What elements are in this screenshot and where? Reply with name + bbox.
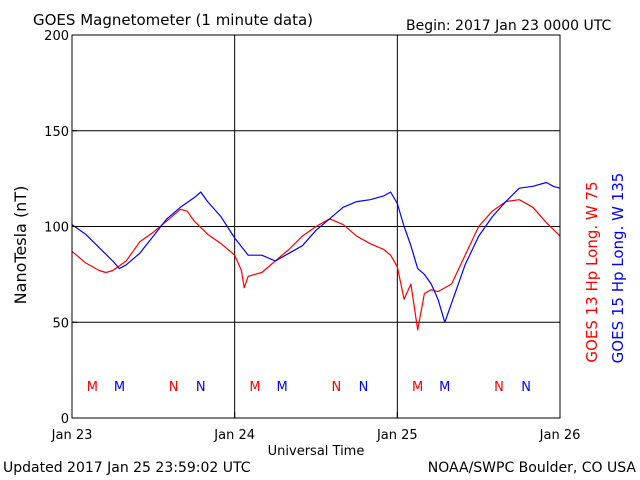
- credit-footer: NOAA/SWPC Boulder, CO USA: [428, 460, 637, 476]
- begin-label: Begin: 2017 Jan 23 0000 UTC: [406, 18, 611, 34]
- x-axis-ticks: Jan 23 Jan 24 Jan 25 Jan 26: [51, 412, 581, 443]
- y-tick-label: 0: [61, 412, 69, 427]
- noon-marker: N: [196, 380, 206, 395]
- midnight-marker: M: [412, 380, 423, 395]
- series-line-goes15: [71, 181, 561, 323]
- chart-title: GOES Magnetometer (1 minute data): [33, 11, 313, 29]
- x-axis-label: Universal Time: [268, 444, 365, 459]
- legend-goes15: GOES 15 Hp Long. W 135: [609, 173, 627, 364]
- day-night-markers: M N M N M NM N M N M N: [87, 380, 531, 395]
- noon-marker: N: [331, 380, 341, 395]
- x-tick-label: Jan 23: [51, 428, 93, 443]
- midnight-marker: M: [87, 380, 98, 395]
- midnight-marker: M: [277, 380, 288, 395]
- y-axis-label: NanoTesla (nT): [11, 186, 30, 305]
- noon-marker: N: [359, 380, 369, 395]
- noon-marker: N: [169, 380, 179, 395]
- y-tick-label: 150: [44, 125, 69, 140]
- midnight-marker: M: [439, 380, 450, 395]
- updated-footer: Updated 2017 Jan 25 23:59:02 UTC: [3, 460, 251, 476]
- midnight-marker: M: [114, 380, 125, 395]
- x-tick-label: Jan 24: [213, 428, 255, 443]
- legend-goes13: GOES 13 Hp Long. W 75: [583, 181, 601, 362]
- y-axis-ticks: 0 50 100 150 200: [44, 29, 77, 427]
- y-tick-label: 200: [44, 29, 69, 44]
- x-tick-label: Jan 26: [539, 428, 581, 443]
- noon-marker: N: [521, 380, 531, 395]
- data-series: [71, 181, 561, 331]
- y-tick-label: 50: [52, 316, 69, 331]
- x-tick-label: Jan 25: [376, 428, 418, 443]
- series-line-goes13: [71, 199, 561, 331]
- y-tick-label: 100: [44, 221, 69, 236]
- noon-marker: N: [494, 380, 504, 395]
- midnight-marker: M: [249, 380, 260, 395]
